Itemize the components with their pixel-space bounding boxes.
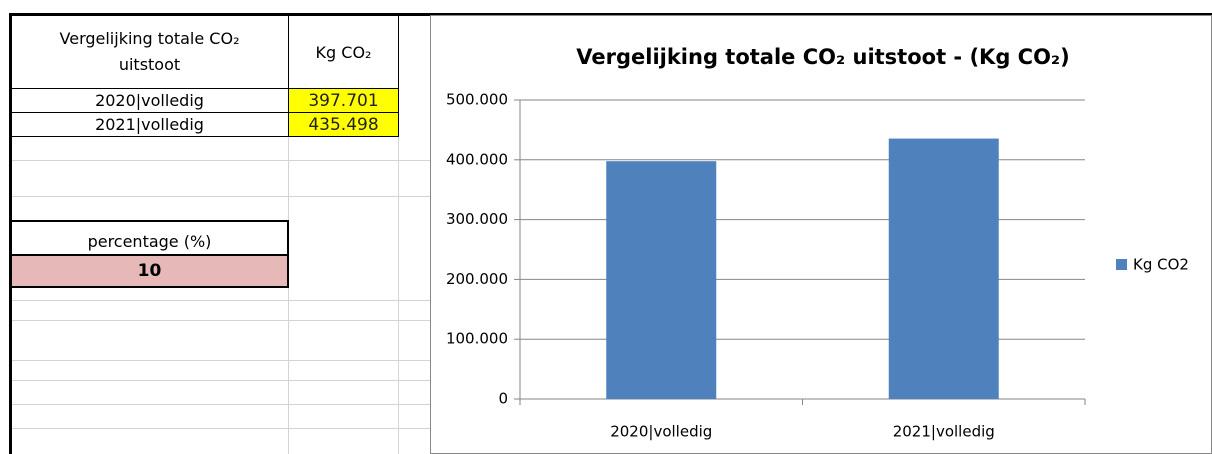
- y-tick-label: 500.000: [446, 91, 508, 109]
- chart-frame: [430, 15, 1212, 454]
- y-tick-label: 400.000: [446, 150, 508, 168]
- grid-row: [10, 196, 430, 197]
- percentage-value: 10: [10, 254, 289, 288]
- grid-row: [10, 360, 430, 361]
- y-tick-label: 200.000: [446, 270, 508, 288]
- row-label: 2021|volledig: [10, 112, 289, 137]
- row-value: 435.498: [288, 112, 399, 137]
- grid-row: [10, 380, 430, 381]
- percentage-label: percentage (%): [10, 220, 289, 256]
- row-value: 397.701: [288, 88, 399, 113]
- y-tick-label: 100.000: [446, 330, 508, 348]
- legend-label: Kg CO2: [1133, 256, 1189, 274]
- top-border: [10, 13, 1212, 16]
- grid-col: [398, 15, 399, 454]
- x-tick-label: 2020|volledig: [610, 423, 712, 441]
- grid-row: [10, 320, 430, 321]
- chart: Vergelijking totale CO₂ uitstoot - (Kg C…: [430, 15, 1212, 454]
- header-cell: Kg CO₂: [288, 15, 399, 89]
- header-cell: Vergelijking totale CO₂ uitstoot: [10, 15, 289, 89]
- grid-row: [10, 428, 430, 429]
- grid-row: [10, 300, 430, 301]
- bar: [606, 161, 717, 399]
- grid-row: [10, 404, 430, 405]
- y-tick-label: 0: [498, 390, 508, 408]
- chart-title: Vergelijking totale CO₂ uitstoot - (Kg C…: [576, 45, 1069, 69]
- y-tick-label: 300.000: [446, 210, 508, 228]
- grid-row: [10, 160, 430, 161]
- row-label: 2020|volledig: [10, 88, 289, 113]
- bar: [888, 138, 999, 399]
- x-tick-label: 2021|volledig: [893, 423, 995, 441]
- legend-swatch: [1116, 259, 1127, 270]
